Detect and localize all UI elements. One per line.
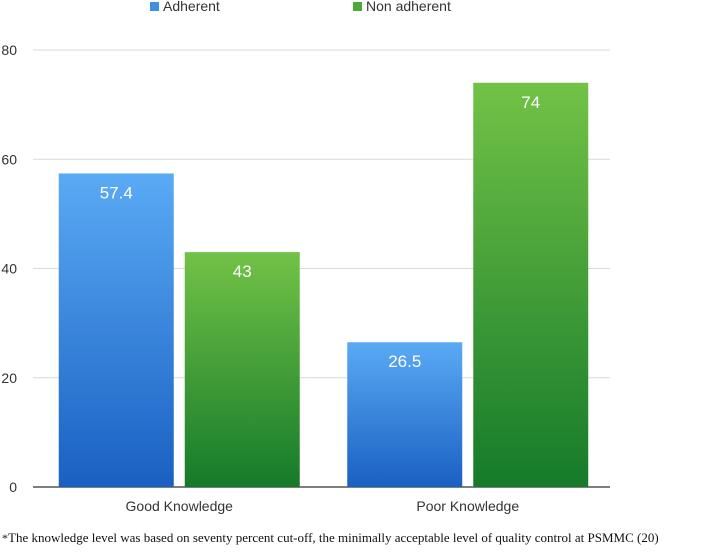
legend-item-adherent: Adherent xyxy=(150,0,220,14)
legend-swatch-adherent xyxy=(150,1,159,11)
bars xyxy=(58,82,589,488)
x-tick-label: Poor Knowledge xyxy=(416,498,519,514)
y-tick-label: 60 xyxy=(1,151,17,167)
bar-non-adherent-poor-knowledge xyxy=(473,82,589,488)
y-axis-ticks: 0 20 40 60 80 xyxy=(1,42,17,495)
y-tick-label: 40 xyxy=(1,261,17,277)
bar-adherent-good-knowledge xyxy=(58,173,174,487)
footnote-marker: * xyxy=(2,531,8,545)
y-tick-label: 20 xyxy=(1,370,17,386)
bar-adherent-poor-knowledge xyxy=(347,342,463,487)
legend-swatch-non-adherent xyxy=(353,1,362,11)
legend: Adherent Non adherent xyxy=(0,0,709,16)
data-label: 57.4 xyxy=(100,183,133,202)
bar-chart: 0 20 40 60 80 57.4 43 26.5 74 Good Knowledge Poo… xyxy=(1,42,610,514)
legend-item-non-adherent: Non adherent xyxy=(353,0,451,14)
footnote: *The knowledge level was based on sevent… xyxy=(2,530,707,546)
data-label: 26.5 xyxy=(388,352,421,371)
data-label: 74 xyxy=(521,93,540,112)
y-tick-label: 0 xyxy=(9,479,17,495)
x-axis-ticks: Good Knowledge Poor Knowledge xyxy=(126,498,520,514)
data-labels: 57.4 43 26.5 74 xyxy=(100,93,541,371)
legend-label-non-adherent: Non adherent xyxy=(366,0,451,14)
x-tick-label: Good Knowledge xyxy=(126,498,234,514)
bar-non-adherent-good-knowledge xyxy=(184,252,300,487)
footnote-text: The knowledge level was based on seventy… xyxy=(8,530,659,545)
legend-label-adherent: Adherent xyxy=(163,0,220,14)
data-label: 43 xyxy=(233,262,252,281)
y-tick-label: 80 xyxy=(1,42,17,58)
